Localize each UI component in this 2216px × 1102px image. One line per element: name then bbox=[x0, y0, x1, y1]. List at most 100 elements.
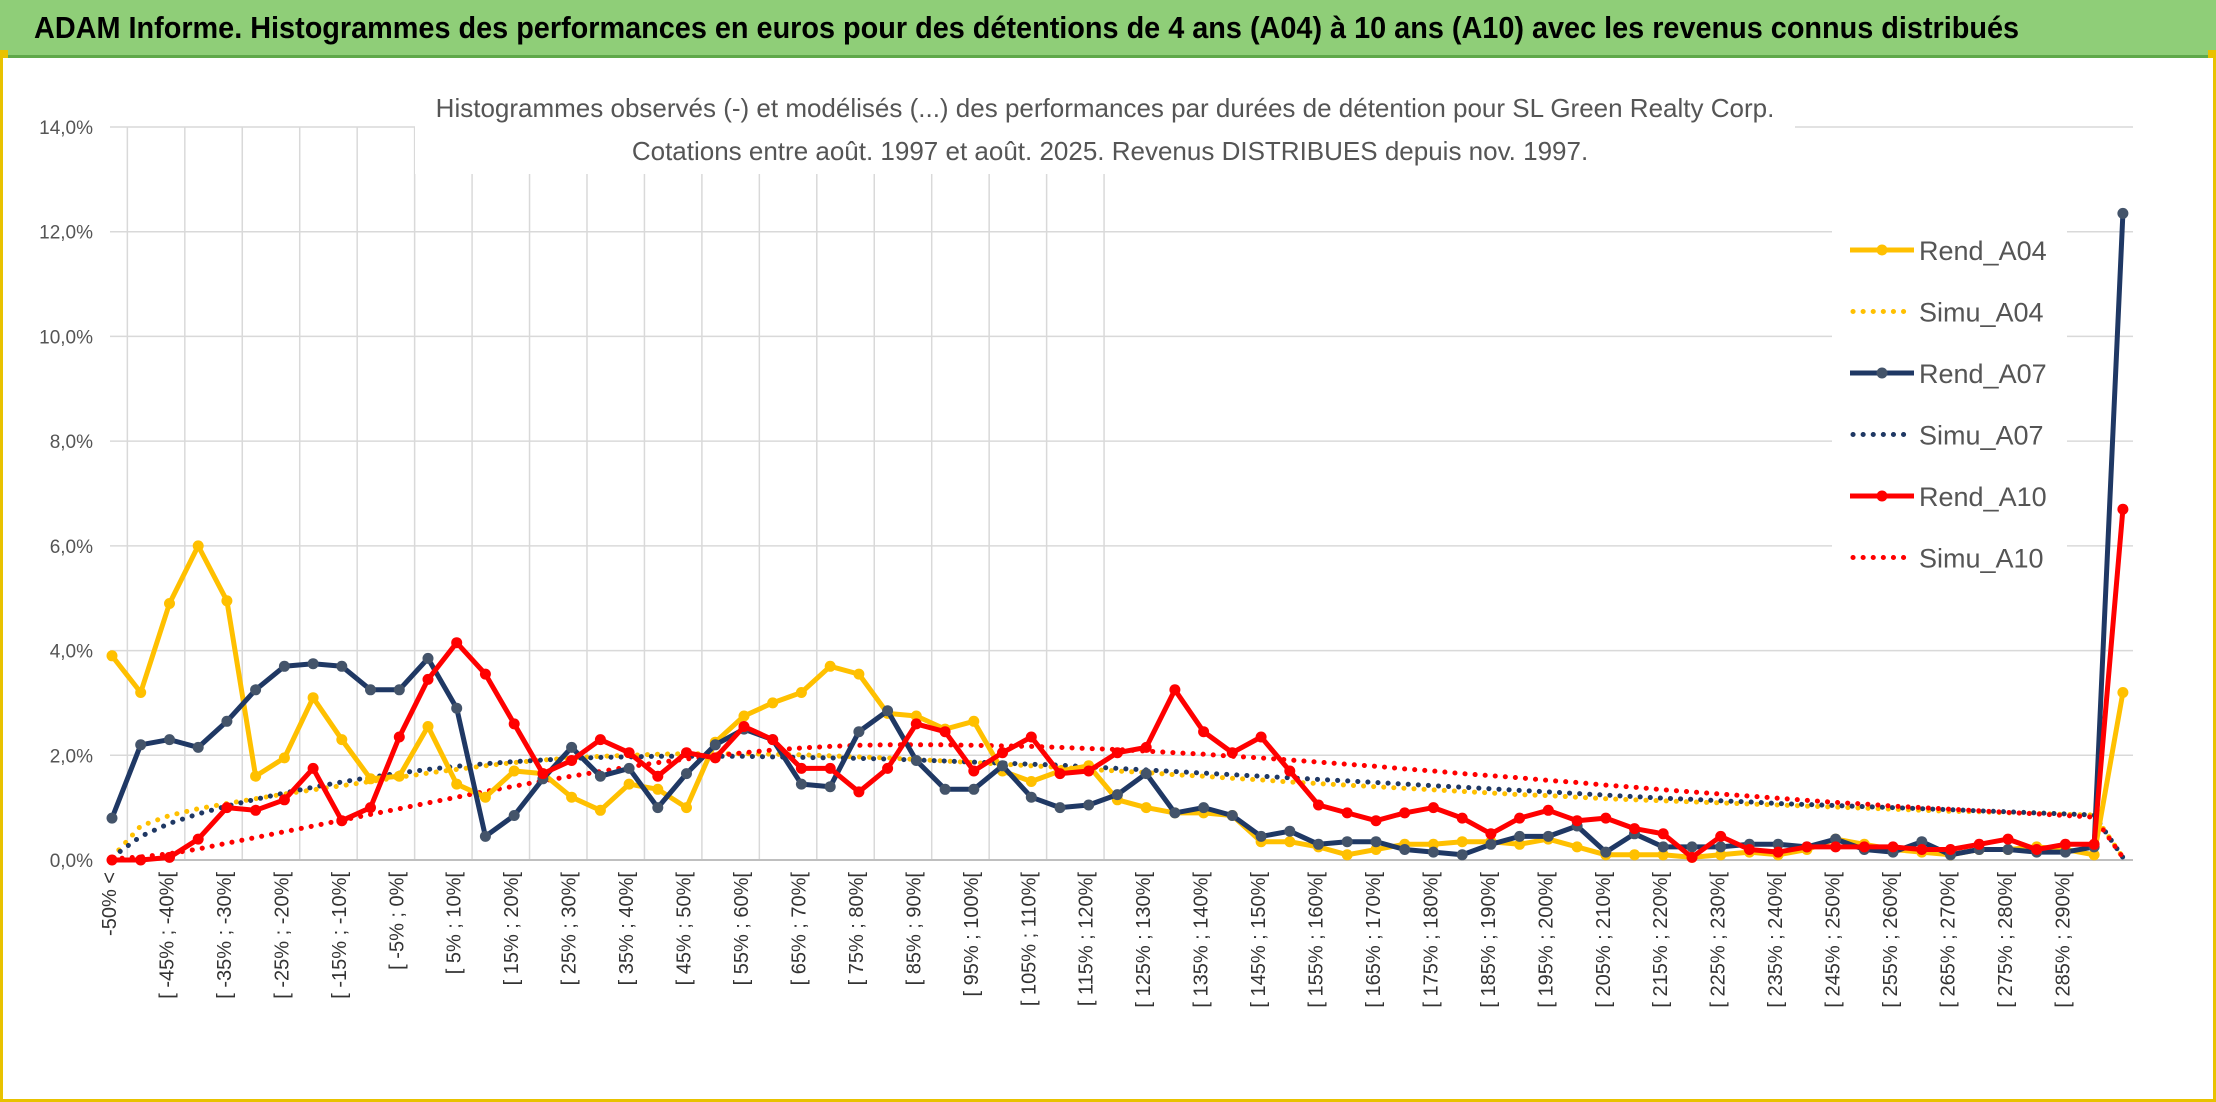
point-Rend_A04 bbox=[1427, 838, 1439, 850]
y-tick-label: 0,0% bbox=[50, 851, 93, 872]
point-Rend_A04 bbox=[307, 692, 319, 704]
point-Rend_A04 bbox=[652, 783, 664, 795]
point-Rend_A07 bbox=[1313, 838, 1324, 850]
x-tick-label: [ 195% ; 200%[ bbox=[1535, 872, 1557, 1008]
point-Rend_A04 bbox=[365, 773, 376, 785]
x-tick-label: [ 95% ; 100%[ bbox=[961, 872, 983, 997]
legend-item-Rend_A04: Rend_A04 bbox=[1850, 236, 2047, 266]
point-Rend_A10 bbox=[164, 851, 175, 863]
point-Rend_A10 bbox=[1370, 815, 1382, 827]
point-Rend_A07 bbox=[479, 830, 491, 842]
point-Rend_A04 bbox=[1284, 836, 1296, 848]
point-Rend_A10 bbox=[1111, 747, 1123, 759]
x-tick-label: [ 225% ; 230%[ bbox=[1708, 872, 1730, 1008]
x-tick-label: [ 275% ; 280%[ bbox=[1995, 872, 2017, 1008]
x-tick-label: [ 165% ; 170%[ bbox=[1363, 872, 1385, 1008]
point-Rend_A07 bbox=[1111, 789, 1123, 801]
point-Rend_A10 bbox=[278, 794, 290, 806]
frame-corner-left bbox=[0, 50, 8, 58]
point-Rend_A10 bbox=[853, 786, 865, 798]
x-tick-label: [ -15% ; -10%[ bbox=[329, 872, 351, 999]
series-Rend_A04 bbox=[106, 540, 2129, 863]
point-Rend_A10 bbox=[537, 768, 549, 780]
x-tick-label: [ 85% ; 90%[ bbox=[903, 872, 925, 986]
point-Rend_A07 bbox=[1456, 849, 1468, 861]
point-Rend_A10 bbox=[192, 833, 204, 845]
point-Rend_A07 bbox=[623, 762, 635, 774]
point-Rend_A10 bbox=[997, 747, 1008, 759]
point-Rend_A10 bbox=[566, 755, 578, 766]
point-Rend_A10 bbox=[393, 731, 405, 743]
legend-label: Simu_A10 bbox=[1919, 544, 2044, 574]
point-Rend_A10 bbox=[623, 747, 635, 759]
point-Rend_A07 bbox=[1169, 807, 1181, 819]
point-Rend_A10 bbox=[307, 762, 319, 774]
x-tick-label: [ 215% ; 220%[ bbox=[1650, 872, 1672, 1008]
point-Rend_A10 bbox=[422, 673, 434, 685]
line-Rend_A07 bbox=[109, 213, 2126, 858]
point-Rend_A10 bbox=[1629, 823, 1640, 835]
point-Rend_A07 bbox=[882, 705, 894, 717]
x-tick-label: [ 285% ; 290%[ bbox=[2052, 872, 2074, 1008]
point-Rend_A07 bbox=[709, 739, 721, 751]
x-tick-label: [ 55% ; 60%[ bbox=[731, 872, 753, 986]
point-Rend_A10 bbox=[1772, 846, 1784, 858]
series-Rend_A07 bbox=[106, 207, 2129, 861]
point-Rend_A04 bbox=[795, 687, 807, 698]
point-Rend_A07 bbox=[2002, 844, 2014, 855]
legend-label: Simu_A07 bbox=[1919, 421, 2044, 451]
point-Rend_A04 bbox=[250, 770, 262, 782]
point-Rend_A07 bbox=[795, 778, 807, 790]
series-Simu_A04 bbox=[109, 751, 2126, 860]
point-Rend_A07 bbox=[278, 660, 290, 672]
point-Rend_A07 bbox=[250, 684, 262, 696]
point-Rend_A04 bbox=[508, 765, 520, 777]
y-tick-label: 8,0% bbox=[50, 432, 93, 453]
x-tick-label: [ -5% ; 0%[ bbox=[386, 872, 408, 970]
point-Rend_A10 bbox=[135, 854, 147, 866]
x-tick-label: [ 205% ; 210%[ bbox=[1593, 872, 1615, 1008]
point-Rend_A04 bbox=[853, 668, 865, 680]
point-Rend_A10 bbox=[1514, 812, 1526, 824]
x-tick-label: [ 75% ; 80%[ bbox=[846, 872, 868, 986]
point-Rend_A10 bbox=[2059, 838, 2071, 850]
point-Rend_A10 bbox=[221, 802, 233, 814]
point-Rend_A07 bbox=[451, 702, 463, 714]
point-Rend_A04 bbox=[221, 595, 233, 607]
point-Rend_A07 bbox=[336, 660, 348, 672]
point-Rend_A07 bbox=[1226, 810, 1238, 821]
point-Rend_A10 bbox=[1600, 812, 1612, 824]
point-Rend_A04 bbox=[164, 598, 175, 609]
point-Rend_A07 bbox=[1514, 830, 1526, 842]
point-Rend_A04 bbox=[1657, 849, 1669, 861]
series-Rend_A10 bbox=[106, 503, 2129, 866]
point-Rend_A10 bbox=[2088, 838, 2100, 850]
x-tick-label: [ 145% ; 150%[ bbox=[1248, 872, 1270, 1008]
point-Rend_A07 bbox=[2117, 207, 2129, 219]
point-Rend_A07 bbox=[853, 726, 865, 738]
point-Rend_A10 bbox=[479, 668, 491, 680]
point-Rend_A04 bbox=[2117, 687, 2129, 698]
point-Rend_A10 bbox=[1025, 731, 1037, 743]
point-Rend_A07 bbox=[681, 768, 692, 780]
point-Rend_A04 bbox=[1456, 836, 1468, 848]
point-Rend_A10 bbox=[1054, 768, 1066, 780]
point-Rend_A04 bbox=[594, 804, 606, 816]
x-tick-label: [ 125% ; 130%[ bbox=[1133, 872, 1155, 1008]
point-Rend_A10 bbox=[1916, 844, 1928, 855]
legend-marker bbox=[1876, 244, 1888, 256]
point-Rend_A10 bbox=[1715, 830, 1727, 842]
point-Rend_A10 bbox=[652, 770, 664, 782]
point-Rend_A10 bbox=[795, 762, 807, 774]
point-Rend_A10 bbox=[1313, 799, 1324, 811]
legend-label: Rend_A10 bbox=[1919, 482, 2047, 512]
point-Rend_A10 bbox=[738, 721, 750, 732]
point-Rend_A10 bbox=[882, 762, 894, 774]
point-Rend_A07 bbox=[1140, 768, 1152, 780]
point-Rend_A04 bbox=[393, 770, 405, 782]
x-tick-label: [ 25% ; 30%[ bbox=[559, 872, 581, 986]
point-Rend_A10 bbox=[1830, 841, 1842, 853]
line-Rend_A04 bbox=[110, 543, 2126, 860]
point-Rend_A10 bbox=[1284, 765, 1296, 777]
